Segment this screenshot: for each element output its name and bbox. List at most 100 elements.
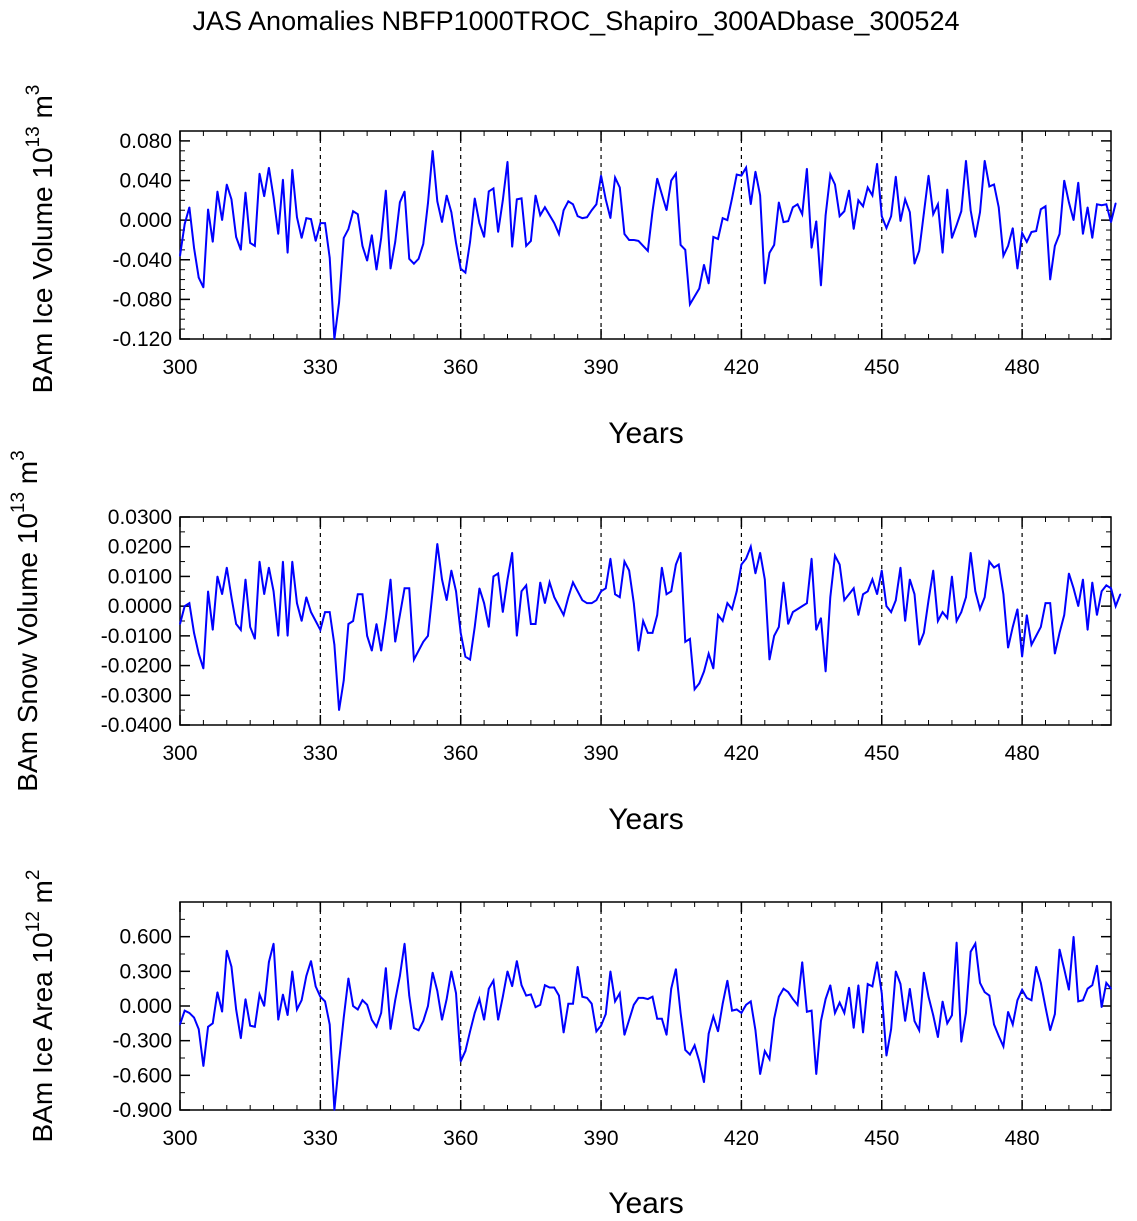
data-point: [890, 611, 892, 613]
data-point: [1025, 614, 1028, 616]
data-point: [520, 984, 523, 986]
data-point: [534, 1006, 537, 1008]
data-point: [656, 177, 658, 180]
data-point: [1096, 614, 1098, 616]
data-point: [333, 338, 336, 340]
data-point: [361, 593, 364, 596]
data-point: [1096, 203, 1098, 206]
data-point: [356, 1008, 359, 1011]
data-point: [371, 234, 373, 236]
data-point: [459, 1060, 462, 1063]
data-point: [385, 967, 387, 969]
data-point: [993, 566, 995, 569]
data-point: [974, 590, 977, 593]
data-point: [965, 1012, 967, 1014]
data-point: [843, 1012, 846, 1014]
data-point: [637, 649, 640, 652]
data-point: [553, 596, 556, 599]
data-point: [763, 1050, 766, 1052]
data-point: [436, 990, 439, 992]
data-point: [375, 1026, 378, 1028]
plot-frame: [179, 901, 1112, 1111]
data-point: [408, 994, 411, 997]
data-point: [997, 1035, 1000, 1037]
data-point: [413, 262, 415, 265]
data-point: [179, 623, 181, 625]
data-point: [1011, 1023, 1014, 1026]
data-point: [778, 995, 780, 998]
data-point: [731, 197, 733, 200]
data-point: [459, 632, 462, 634]
reference-lines: [319, 131, 1023, 339]
data-point: [235, 236, 237, 238]
data-point: [225, 949, 228, 952]
data-point: [314, 985, 317, 988]
data-point: [909, 211, 911, 214]
data-point: [754, 1029, 757, 1032]
data-point: [726, 979, 729, 982]
data-point: [679, 551, 682, 554]
data-point: [202, 286, 205, 289]
data-point: [773, 244, 775, 246]
data-point: [347, 623, 350, 625]
data-point: [1016, 999, 1019, 1002]
data-point: [221, 219, 223, 221]
data-point: [993, 1023, 995, 1026]
data-point: [647, 250, 649, 252]
data-point: [544, 602, 546, 604]
data-point: [539, 1004, 542, 1006]
data-point: [979, 982, 981, 984]
data-point: [880, 569, 883, 572]
data-point: [567, 200, 570, 203]
data-point: [1100, 590, 1103, 593]
data-point: [703, 670, 705, 673]
data-point: [558, 233, 560, 235]
data-point: [375, 623, 378, 625]
data-point: [272, 590, 275, 593]
data-point: [408, 257, 411, 260]
data-point: [483, 236, 485, 238]
data-point: [628, 1019, 630, 1021]
y-tick-label: -0.600: [112, 1064, 172, 1087]
data-point: [197, 1028, 200, 1030]
data-point: [469, 1030, 471, 1033]
data-point: [1068, 201, 1070, 204]
data-point: [623, 560, 626, 563]
data-point: [361, 245, 364, 247]
reference-lines: [319, 517, 1023, 725]
data-point: [595, 599, 598, 601]
y-tick-label: -0.0300: [101, 684, 172, 707]
data-point: [1077, 605, 1080, 607]
data-point: [609, 217, 612, 219]
data-point: [675, 968, 677, 970]
data-point: [988, 994, 991, 997]
data-point: [235, 1008, 237, 1011]
data-point: [193, 632, 195, 634]
x-tick-label: 480: [1005, 742, 1040, 765]
data-point: [1105, 203, 1108, 206]
data-point: [623, 1034, 626, 1036]
data-point: [375, 268, 378, 271]
data-point: [207, 208, 209, 211]
data-point: [1021, 232, 1023, 234]
data-point: [544, 206, 546, 209]
data-point: [567, 1002, 570, 1005]
data-point: [894, 175, 897, 178]
data-point: [548, 581, 551, 584]
data-point: [254, 245, 256, 247]
data-point: [1007, 245, 1009, 247]
data-point: [572, 581, 574, 584]
data-point: [179, 1023, 181, 1026]
data-point: [1096, 964, 1098, 967]
data-point: [745, 166, 747, 169]
data-point: [843, 599, 846, 601]
data-point: [179, 255, 181, 257]
data-point: [431, 150, 434, 152]
data-point: [1044, 1006, 1047, 1008]
data-point: [595, 1030, 598, 1033]
x-tick-label: 480: [1005, 1127, 1040, 1150]
data-point: [941, 611, 944, 613]
data-point: [927, 174, 930, 177]
y-axis-label: BAm Snow Volume 1013 m3: [8, 450, 43, 791]
data-point: [595, 203, 598, 206]
